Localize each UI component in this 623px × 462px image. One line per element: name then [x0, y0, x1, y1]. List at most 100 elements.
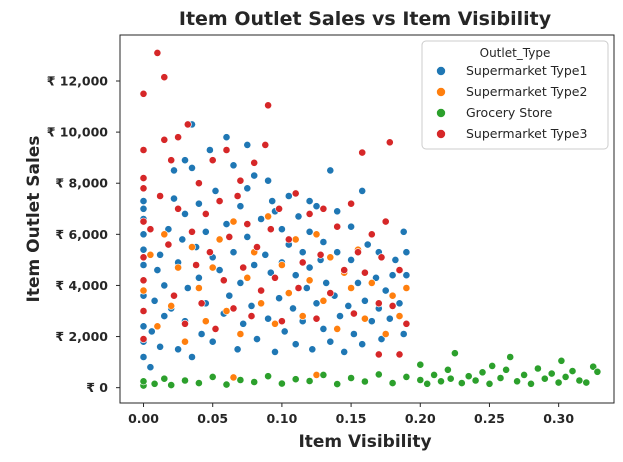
data-point: [236, 176, 245, 185]
data-point: [243, 273, 252, 282]
data-point: [194, 284, 203, 292]
data-point: [395, 350, 404, 359]
data-point: [156, 250, 164, 259]
data-point: [139, 217, 148, 226]
data-point: [336, 312, 344, 320]
data-point: [229, 161, 238, 170]
data-point: [322, 278, 331, 287]
data-point: [527, 379, 535, 388]
data-point: [229, 304, 238, 313]
series-0: [139, 120, 411, 372]
data-point: [181, 209, 189, 218]
data-point: [170, 166, 178, 175]
data-point: [215, 266, 224, 274]
data-point: [188, 163, 196, 172]
y-tick-label: ₹ 12,000: [47, 74, 109, 89]
legend-label: Supermarket Type3: [466, 126, 587, 141]
data-point: [305, 263, 314, 272]
data-point: [284, 289, 293, 297]
data-point: [236, 330, 245, 338]
data-point: [250, 261, 259, 269]
data-point: [233, 192, 242, 200]
y-tick-label: ₹ 6,000: [55, 227, 108, 242]
data-point: [164, 240, 173, 249]
x-tick-label: 0.30: [543, 411, 574, 426]
data-point: [284, 235, 293, 244]
data-point: [174, 345, 182, 354]
data-point: [174, 133, 182, 142]
data-point: [372, 273, 380, 282]
x-axis-ticks: 0.00 0.05 0.10 0.15 0.20 0.25 0.30: [128, 403, 574, 426]
data-point: [139, 146, 148, 154]
data-point: [302, 284, 311, 292]
data-point: [326, 289, 335, 297]
series-3: [139, 49, 411, 359]
legend-label: Supermarket Type2: [466, 84, 587, 99]
data-point: [215, 197, 224, 205]
data-point: [174, 263, 182, 272]
data-point: [363, 240, 372, 249]
data-point: [277, 225, 286, 234]
points-layer: [139, 49, 602, 390]
data-point: [391, 255, 400, 264]
data-point: [277, 379, 286, 388]
data-point: [208, 372, 217, 381]
data-point: [146, 363, 155, 372]
x-tick-label: 0.05: [197, 411, 228, 426]
data-point: [402, 372, 411, 381]
x-tick-label: 0.00: [128, 411, 159, 426]
data-point: [291, 340, 300, 349]
data-point: [464, 372, 473, 381]
data-point: [236, 278, 245, 287]
data-point: [264, 101, 272, 110]
data-point: [280, 327, 289, 336]
x-tick-label: 0.10: [266, 411, 297, 426]
data-point: [236, 202, 245, 211]
data-point: [358, 186, 367, 195]
data-point: [277, 317, 286, 326]
data-point: [150, 296, 159, 305]
data-point: [333, 324, 342, 333]
legend-marker: [436, 129, 446, 139]
x-tick-label: 0.25: [474, 411, 505, 426]
data-point: [219, 276, 228, 285]
data-point: [502, 365, 510, 374]
data-point: [271, 273, 279, 282]
data-point: [402, 284, 411, 292]
data-point: [284, 192, 293, 200]
data-point: [222, 307, 231, 315]
data-point: [164, 225, 173, 234]
x-axis-label: Item Visibility: [298, 432, 431, 452]
data-point: [250, 378, 259, 386]
data-point: [367, 278, 376, 287]
data-point: [139, 89, 148, 98]
chart-title: Item Outlet Sales vs Item Visibility: [179, 8, 552, 30]
data-point: [399, 330, 408, 338]
data-point: [261, 140, 270, 149]
data-point: [291, 235, 300, 244]
data-point: [354, 278, 362, 287]
data-point: [243, 232, 252, 241]
data-point: [377, 335, 386, 343]
data-point: [250, 171, 259, 180]
data-point: [506, 353, 515, 361]
data-point: [347, 374, 355, 382]
data-point: [385, 314, 394, 323]
data-point: [388, 271, 397, 280]
legend-marker: [436, 87, 446, 97]
data-point: [294, 284, 303, 292]
data-point: [243, 184, 252, 193]
data-point: [347, 199, 355, 208]
data-point: [308, 345, 317, 354]
data-point: [589, 362, 598, 371]
legend-box: [421, 40, 609, 150]
data-point: [347, 284, 355, 292]
legend-label: Supermarket Type1: [466, 63, 587, 78]
data-point: [160, 374, 169, 383]
data-point: [194, 379, 203, 387]
data-point: [457, 379, 466, 387]
data-point: [402, 248, 411, 257]
data-point: [194, 179, 203, 188]
data-point: [181, 319, 189, 328]
